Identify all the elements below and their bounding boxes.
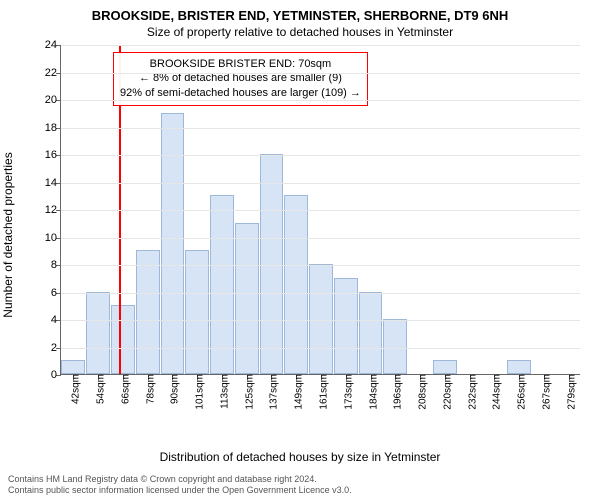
y-tick-label: 0 xyxy=(51,369,61,381)
y-tick-label: 6 xyxy=(51,287,61,299)
chart-container: Number of detached properties BROOKSIDE … xyxy=(30,45,590,425)
gridline xyxy=(61,73,580,74)
x-tick-label: 220sqm xyxy=(436,374,453,410)
attribution-footer: Contains HM Land Registry data © Crown c… xyxy=(8,474,592,497)
gridline xyxy=(61,293,580,294)
callout-line-3: 92% of semi-detached houses are larger (… xyxy=(120,86,361,101)
x-tick-label: 125sqm xyxy=(238,374,255,410)
x-tick-label: 208sqm xyxy=(412,374,429,410)
gridline xyxy=(61,348,580,349)
x-tick-label: 78sqm xyxy=(139,374,156,404)
x-tick-label: 279sqm xyxy=(560,374,577,410)
histogram-bar xyxy=(260,154,284,374)
x-tick-label: 42sqm xyxy=(65,374,82,404)
histogram-bar xyxy=(136,250,160,374)
histogram-bar xyxy=(86,292,110,375)
footer-line-2: Contains public sector information licen… xyxy=(8,485,592,496)
x-tick-label: 161sqm xyxy=(313,374,330,410)
histogram-bar xyxy=(359,292,383,375)
y-tick-label: 8 xyxy=(51,259,61,271)
histogram-bar xyxy=(507,360,531,374)
gridline xyxy=(61,45,580,46)
y-tick-label: 22 xyxy=(45,67,61,79)
callout-box: BROOKSIDE BRISTER END: 70sqm ← 8% of det… xyxy=(113,52,368,107)
x-axis-label: Distribution of detached houses by size … xyxy=(0,450,600,464)
chart-subtitle: Size of property relative to detached ho… xyxy=(0,23,600,45)
histogram-bar xyxy=(111,305,135,374)
y-tick-label: 14 xyxy=(45,177,61,189)
x-tick-label: 267sqm xyxy=(535,374,552,410)
y-axis-label: Number of detached properties xyxy=(1,152,15,317)
y-tick-label: 16 xyxy=(45,149,61,161)
chart-title: BROOKSIDE, BRISTER END, YETMINSTER, SHER… xyxy=(0,0,600,23)
y-tick-label: 12 xyxy=(45,204,61,216)
gridline xyxy=(61,100,580,101)
callout-line-2: ← 8% of detached houses are smaller (9) xyxy=(120,71,361,86)
histogram-bar xyxy=(185,250,209,374)
histogram-bar xyxy=(61,360,85,374)
histogram-bar xyxy=(433,360,457,374)
x-tick-label: 113sqm xyxy=(213,374,230,409)
x-tick-label: 232sqm xyxy=(461,374,478,410)
x-tick-label: 90sqm xyxy=(164,374,181,404)
x-tick-label: 184sqm xyxy=(362,374,379,410)
y-tick-label: 18 xyxy=(45,122,61,134)
histogram-bar xyxy=(383,319,407,374)
x-tick-label: 196sqm xyxy=(387,374,404,410)
x-tick-label: 173sqm xyxy=(337,374,354,410)
y-tick-label: 20 xyxy=(45,94,61,106)
x-tick-label: 244sqm xyxy=(486,374,503,410)
x-tick-label: 149sqm xyxy=(288,374,305,410)
histogram-bar xyxy=(235,223,259,374)
callout-line-1: BROOKSIDE BRISTER END: 70sqm xyxy=(120,57,361,72)
histogram-bar xyxy=(161,113,185,374)
gridline xyxy=(61,128,580,129)
x-tick-label: 256sqm xyxy=(511,374,528,410)
histogram-bar xyxy=(309,264,333,374)
gridline xyxy=(61,210,580,211)
y-tick-label: 4 xyxy=(51,314,61,326)
gridline xyxy=(61,238,580,239)
y-tick-label: 10 xyxy=(45,232,61,244)
x-tick-label: 101sqm xyxy=(189,374,206,410)
plot-area: BROOKSIDE BRISTER END: 70sqm ← 8% of det… xyxy=(60,45,580,375)
x-tick-label: 54sqm xyxy=(90,374,107,404)
y-tick-label: 2 xyxy=(51,342,61,354)
x-tick-label: 66sqm xyxy=(114,374,131,404)
gridline xyxy=(61,320,580,321)
gridline xyxy=(61,183,580,184)
gridline xyxy=(61,155,580,156)
gridline xyxy=(61,265,580,266)
footer-line-1: Contains HM Land Registry data © Crown c… xyxy=(8,474,592,485)
y-tick-label: 24 xyxy=(45,39,61,51)
x-tick-label: 137sqm xyxy=(263,374,280,410)
